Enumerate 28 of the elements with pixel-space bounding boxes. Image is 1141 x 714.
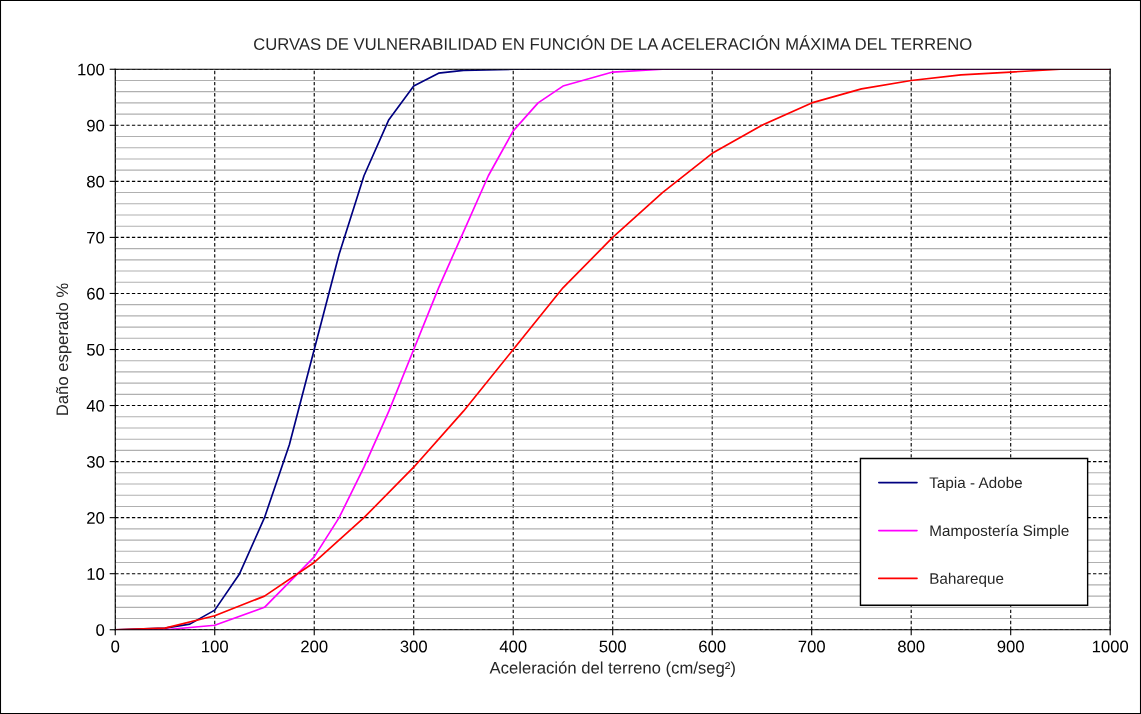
- x-tick-label: 700: [798, 640, 825, 653]
- y-tick-label: 50: [86, 343, 105, 356]
- x-tick-label: 200: [301, 640, 328, 653]
- y-tick-label: 90: [87, 119, 105, 132]
- x-tick-label: 500: [599, 640, 626, 653]
- y-tick-label: 10: [87, 568, 105, 580]
- x-tick-label: 800: [898, 640, 925, 653]
- y-tick-label: 100: [78, 63, 105, 76]
- x-tick-label: 400: [499, 640, 527, 653]
- y-tick-label: 70: [87, 231, 105, 244]
- y-tick-label: 80: [87, 175, 105, 188]
- x-tick-label: 300: [400, 640, 427, 653]
- y-tick-label: 0: [96, 624, 105, 636]
- x-tick-label: 600: [699, 640, 726, 653]
- y-tick-label: 40: [86, 399, 105, 412]
- x-tick-label: 100: [202, 640, 228, 653]
- legend-label: Tapia - Adobe: [929, 476, 1022, 492]
- y-tick-label: 20: [87, 512, 105, 524]
- y-tick-label: 60: [87, 287, 105, 300]
- x-tick-label: 1000: [1092, 640, 1129, 653]
- x-axis-title: Aceleración del terreno (cm/seg²): [489, 661, 735, 677]
- x-tick-label: 900: [997, 640, 1024, 653]
- x-tick-label: 0: [111, 640, 120, 653]
- legend-label: Mampostería Simple: [930, 524, 1069, 540]
- y-axis-title: Daño esperado %: [55, 283, 72, 415]
- chart-title: CURVAS DE VULNERABILIDAD EN FUNCIÓN DE LA ACELERACIÓN MÁXIMA DEL TERRENO: [254, 35, 972, 50]
- legend-label: Bahareque: [930, 572, 1004, 587]
- y-tick-label: 30: [86, 456, 105, 468]
